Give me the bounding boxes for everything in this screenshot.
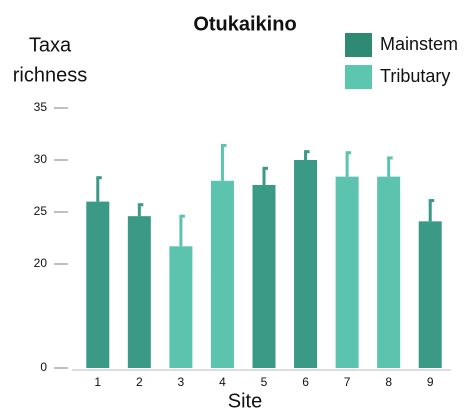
x-axis-label: Site bbox=[228, 390, 262, 412]
x-tick-label: 9 bbox=[427, 375, 434, 389]
y-axis-label: Taxa bbox=[29, 34, 72, 56]
bar bbox=[127, 216, 151, 368]
x-tick-label: 7 bbox=[344, 375, 351, 389]
chart-title: Otukaikino bbox=[193, 13, 296, 35]
y-tick-label: 35 bbox=[34, 100, 48, 114]
legend-swatch bbox=[345, 33, 372, 57]
legend-label: Mainstem bbox=[380, 34, 458, 54]
y-tick-label: 0 bbox=[40, 360, 47, 374]
y-tick-label: 30 bbox=[34, 152, 48, 166]
bar bbox=[377, 176, 401, 368]
legend-swatch bbox=[345, 65, 372, 89]
x-tick-label: 2 bbox=[136, 375, 143, 389]
x-tick-label: 5 bbox=[261, 375, 268, 389]
x-tick-label: 1 bbox=[94, 375, 101, 389]
y-tick-label: 20 bbox=[34, 256, 48, 270]
bar bbox=[210, 180, 234, 368]
bar bbox=[418, 221, 442, 368]
y-tick-label: 25 bbox=[34, 204, 48, 218]
bar bbox=[169, 246, 193, 368]
x-tick-label: 3 bbox=[178, 375, 185, 389]
bar bbox=[294, 160, 318, 368]
legend-label: Tributary bbox=[380, 66, 450, 86]
x-tick-label: 8 bbox=[385, 375, 392, 389]
bar bbox=[86, 201, 110, 368]
x-tick-label: 6 bbox=[302, 375, 309, 389]
bar bbox=[252, 184, 276, 368]
x-tick-label: 4 bbox=[219, 375, 226, 389]
y-axis-label: richness bbox=[13, 64, 87, 86]
bar bbox=[335, 176, 359, 368]
